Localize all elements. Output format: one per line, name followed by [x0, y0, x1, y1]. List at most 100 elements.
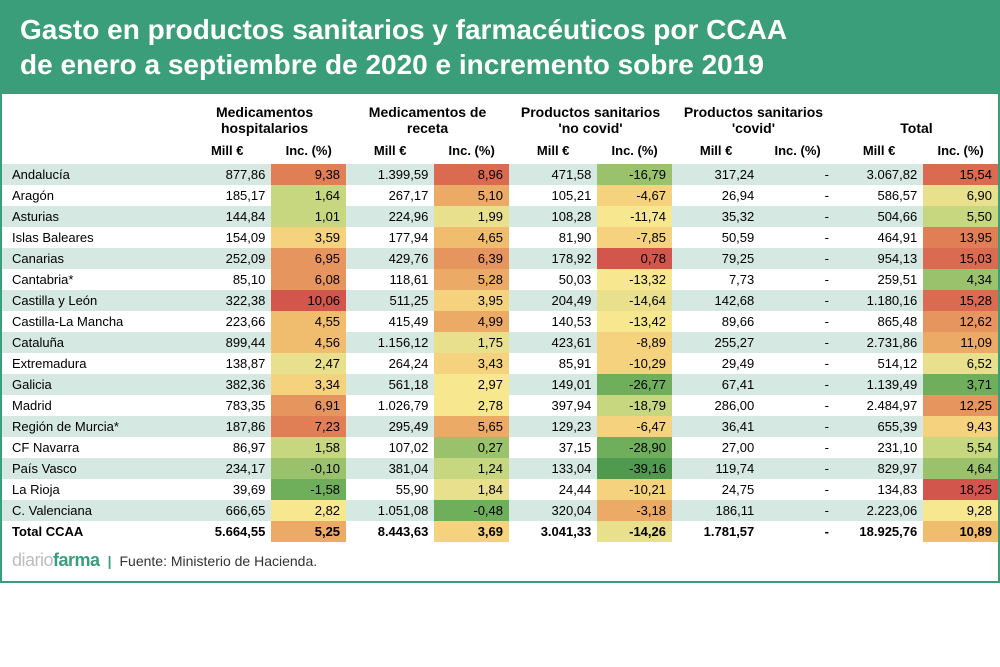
value-cell: - — [760, 437, 835, 458]
value-cell: 1.156,12 — [346, 332, 434, 353]
value-cell: 317,24 — [672, 164, 760, 185]
value-cell: -4,67 — [597, 185, 672, 206]
value-cell: 0,78 — [597, 248, 672, 269]
value-cell: - — [760, 290, 835, 311]
title-text: Gasto en productos sanitarios y farmacéu… — [20, 12, 980, 82]
value-cell: -8,89 — [597, 332, 672, 353]
value-cell: 9,38 — [271, 164, 346, 185]
value-cell: 954,13 — [835, 248, 923, 269]
value-cell: 13,95 — [923, 227, 998, 248]
value-cell: -14,26 — [597, 521, 672, 542]
subcol: Mill € — [183, 140, 271, 164]
value-cell: 89,66 — [672, 311, 760, 332]
region-cell: Total CCAA — [2, 521, 183, 542]
value-cell: - — [760, 458, 835, 479]
value-cell: - — [760, 332, 835, 353]
value-cell: - — [760, 206, 835, 227]
value-cell: 6,91 — [271, 395, 346, 416]
value-cell: -16,79 — [597, 164, 672, 185]
value-cell: 1,75 — [434, 332, 509, 353]
value-cell: 666,65 — [183, 500, 271, 521]
value-cell: 134,83 — [835, 479, 923, 500]
region-cell: Cataluña — [2, 332, 183, 353]
value-cell: 231,10 — [835, 437, 923, 458]
value-cell: -1,58 — [271, 479, 346, 500]
value-cell: 865,48 — [835, 311, 923, 332]
value-cell: 1.051,08 — [346, 500, 434, 521]
value-cell: - — [760, 521, 835, 542]
table-row: Cantabria*85,106,08118,615,2850,03-13,32… — [2, 269, 998, 290]
subcol: Mill € — [346, 140, 434, 164]
value-cell: 10,89 — [923, 521, 998, 542]
value-cell: - — [760, 500, 835, 521]
source-text: Fuente: Ministerio de Hacienda. — [119, 553, 317, 569]
region-cell: Islas Baleares — [2, 227, 183, 248]
value-cell: 286,00 — [672, 395, 760, 416]
value-cell: 187,86 — [183, 416, 271, 437]
value-cell: 24,75 — [672, 479, 760, 500]
value-cell: 185,17 — [183, 185, 271, 206]
value-cell: 234,17 — [183, 458, 271, 479]
table-row: C. Valenciana666,652,821.051,08-0,48320,… — [2, 500, 998, 521]
value-cell: 464,91 — [835, 227, 923, 248]
value-cell: 320,04 — [509, 500, 597, 521]
table-row: La Rioja39,69-1,5855,901,8424,44-10,2124… — [2, 479, 998, 500]
value-cell: 4,34 — [923, 269, 998, 290]
value-cell: - — [760, 248, 835, 269]
value-cell: 224,96 — [346, 206, 434, 227]
value-cell: 259,51 — [835, 269, 923, 290]
value-cell: 1,84 — [434, 479, 509, 500]
value-cell: 107,02 — [346, 437, 434, 458]
value-cell: 252,09 — [183, 248, 271, 269]
value-cell: - — [760, 164, 835, 185]
logo: diariofarma — [12, 550, 100, 571]
region-cell: Asturias — [2, 206, 183, 227]
value-cell: 6,52 — [923, 353, 998, 374]
value-cell: 504,66 — [835, 206, 923, 227]
value-cell: 2,47 — [271, 353, 346, 374]
region-cell: Madrid — [2, 395, 183, 416]
value-cell: 655,39 — [835, 416, 923, 437]
value-cell: 6,08 — [271, 269, 346, 290]
region-cell: Región de Murcia* — [2, 416, 183, 437]
value-cell: 79,25 — [672, 248, 760, 269]
value-cell: 4,65 — [434, 227, 509, 248]
col-group-2: Medicamentos de receta — [346, 94, 509, 140]
value-cell: 4,99 — [434, 311, 509, 332]
table-row: Islas Baleares154,093,59177,944,6581,90-… — [2, 227, 998, 248]
value-cell: 2.484,97 — [835, 395, 923, 416]
value-cell: 85,10 — [183, 269, 271, 290]
region-cell: Castilla-La Mancha — [2, 311, 183, 332]
subcol: Inc. (%) — [597, 140, 672, 164]
value-cell: -10,29 — [597, 353, 672, 374]
value-cell: 1.180,16 — [835, 290, 923, 311]
value-cell: -13,32 — [597, 269, 672, 290]
value-cell: 415,49 — [346, 311, 434, 332]
region-cell: Galicia — [2, 374, 183, 395]
value-cell: - — [760, 269, 835, 290]
value-cell: 397,94 — [509, 395, 597, 416]
value-cell: - — [760, 374, 835, 395]
value-cell: 3.067,82 — [835, 164, 923, 185]
value-cell: - — [760, 479, 835, 500]
value-cell: 4,64 — [923, 458, 998, 479]
value-cell: 429,76 — [346, 248, 434, 269]
value-cell: -39,16 — [597, 458, 672, 479]
value-cell: 1,99 — [434, 206, 509, 227]
value-cell: 12,25 — [923, 395, 998, 416]
value-cell: 4,56 — [271, 332, 346, 353]
value-cell: 5,65 — [434, 416, 509, 437]
table-row: Madrid783,356,911.026,792,78397,94-18,79… — [2, 395, 998, 416]
value-cell: 381,04 — [346, 458, 434, 479]
value-cell: 829,97 — [835, 458, 923, 479]
value-cell: 1,64 — [271, 185, 346, 206]
value-cell: -11,74 — [597, 206, 672, 227]
footer: diariofarma | Fuente: Ministerio de Haci… — [2, 542, 998, 581]
value-cell: 4,55 — [271, 311, 346, 332]
value-cell: 18,25 — [923, 479, 998, 500]
col-group-3: Productos sanitarios 'no covid' — [509, 94, 672, 140]
subcol: Mill € — [509, 140, 597, 164]
value-cell: -7,85 — [597, 227, 672, 248]
value-cell: - — [760, 185, 835, 206]
region-cell: Castilla y León — [2, 290, 183, 311]
